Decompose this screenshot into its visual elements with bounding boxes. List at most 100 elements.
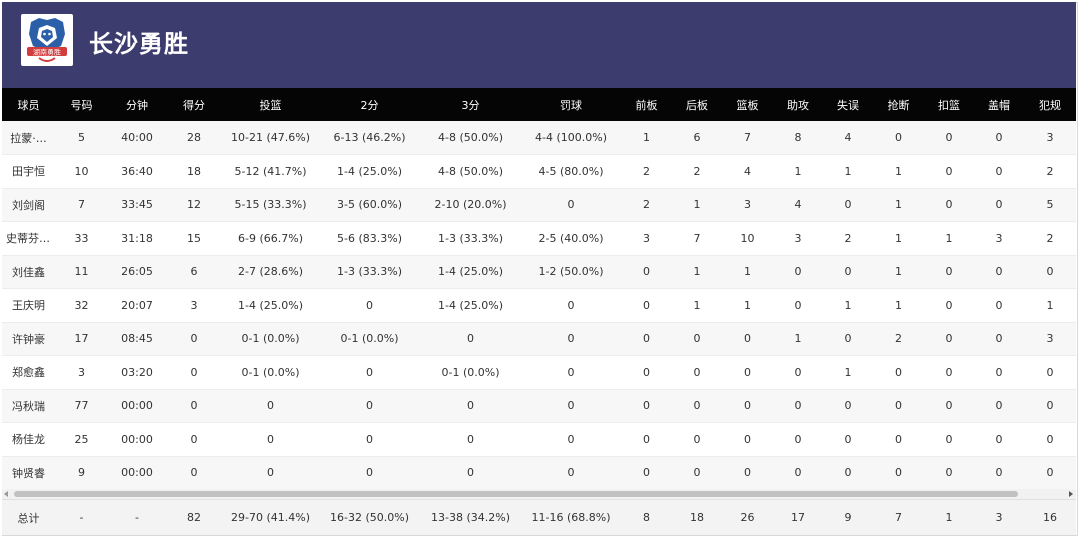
table-row[interactable]: 冯秋瑞 77 00:00 0 0 0 0 0 0 0 0 0 0 0 0 0 0 <box>2 389 1076 423</box>
stat-cell: 4-5 (80.0%) <box>521 154 621 189</box>
table-row[interactable]: 许钟豪 17 08:45 0 0-1 (0.0%) 0-1 (0.0%) 0 0 0 0 0 1 0 2 0… <box>2 322 1076 356</box>
column-header[interactable]: 助攻 <box>773 88 823 121</box>
column-header[interactable]: 后板 <box>672 88 722 121</box>
stat-cell: 0-1 (0.0%) <box>319 322 420 356</box>
table-header-row: 球员 号码 分钟 得分 投篮 2分 3分 罚球 前板 后板 篮板 助攻 失误 抢断 扣篮 盖帽 犯规 <box>2 88 1076 121</box>
stat-cell: 2 <box>621 188 672 222</box>
stat-cell: 0 <box>773 288 823 323</box>
column-header[interactable]: 球员 <box>2 88 55 121</box>
player-name[interactable]: 刘剑阁 <box>2 188 55 222</box>
player-name[interactable]: 王庆明 <box>2 288 55 323</box>
stat-cell: 0 <box>924 389 974 423</box>
totals-label: 总计 <box>2 499 55 535</box>
table-row[interactable]: 刘佳鑫 11 26:05 6 2-7 (28.6%) 1-3 (33.3%) 1-4 (25… <box>2 255 1076 289</box>
column-header[interactable]: 投篮 <box>222 88 319 121</box>
stat-cell: 4 <box>773 188 823 222</box>
table-row[interactable]: 史蒂芬·… 33 31:18 15 6-9 (66.7%) 5-6 (83.3%) 1-3 … <box>2 221 1076 256</box>
player-name[interactable]: 田宇恒 <box>2 154 55 189</box>
column-header[interactable]: 失误 <box>823 88 873 121</box>
scroll-thumb[interactable] <box>14 491 1018 497</box>
stat-cell: 3 <box>166 288 222 323</box>
stat-cell: 6 <box>672 121 722 155</box>
player-name[interactable]: 刘佳鑫 <box>2 255 55 289</box>
stat-cell: 1 <box>621 121 672 155</box>
column-header[interactable]: 盖帽 <box>974 88 1024 121</box>
horizontal-scrollbar[interactable] <box>2 489 1076 499</box>
stat-cell: 0 <box>166 355 222 390</box>
stat-cell: 1 <box>773 154 823 189</box>
column-header[interactable]: 罚球 <box>521 88 621 121</box>
stat-cell: 2 <box>1024 221 1076 256</box>
player-name[interactable]: 冯秋瑞 <box>2 389 55 423</box>
stat-cell: 0 <box>974 322 1024 356</box>
stat-cell: 5-15 (33.3%) <box>222 188 319 222</box>
stat-cell: 0 <box>974 255 1024 289</box>
column-header[interactable]: 前板 <box>621 88 672 121</box>
stat-cell: 2 <box>823 221 873 256</box>
stat-cell: 0 <box>873 389 924 423</box>
stat-cell: 0 <box>672 422 722 457</box>
column-header[interactable]: 2分 <box>319 88 420 121</box>
stat-cell: 0 <box>924 188 974 222</box>
stat-cell: 0 <box>823 322 873 356</box>
stat-cell: 1 <box>722 288 773 323</box>
stat-cell: 36:40 <box>108 154 166 189</box>
scroll-right-arrow-icon[interactable] <box>1069 491 1073 497</box>
stat-cell: 0 <box>621 322 672 356</box>
stat-cell: 2 <box>1024 154 1076 189</box>
player-name[interactable]: 许钟豪 <box>2 322 55 356</box>
table-row[interactable]: 钟贤睿 9 00:00 0 0 0 0 0 0 0 0 0 0 0 0 0 0 <box>2 456 1076 490</box>
stat-cell: 5-6 (83.3%) <box>319 221 420 256</box>
stat-cell: 0 <box>823 422 873 457</box>
player-name[interactable]: 拉蒙·… <box>2 121 55 155</box>
totals-cell: 16-32 (50.0%) <box>319 499 420 535</box>
table-row[interactable]: 王庆明 32 20:07 3 1-4 (25.0%) 0 1-4 (25.0%) 0 0 1 1 0 1… <box>2 288 1076 323</box>
stat-cell: 15 <box>166 221 222 256</box>
column-header[interactable]: 抢断 <box>873 88 924 121</box>
stat-cell: 0 <box>823 456 873 490</box>
scroll-left-arrow-icon[interactable] <box>4 491 8 497</box>
stat-cell: 0 <box>722 422 773 457</box>
stat-cell: 0 <box>924 154 974 189</box>
table-row[interactable]: 刘剑阁 7 33:45 12 5-15 (33.3%) 3-5 (60.0%) 2-10 (… <box>2 188 1076 222</box>
stat-cell: 0 <box>621 288 672 323</box>
stat-cell: 0 <box>420 422 521 457</box>
column-header[interactable]: 号码 <box>55 88 108 121</box>
stat-cell: 20:07 <box>108 288 166 323</box>
player-name[interactable]: 杨佳龙 <box>2 422 55 457</box>
stat-cell: 0 <box>222 422 319 457</box>
stat-cell: 1 <box>823 288 873 323</box>
table-row[interactable]: 田宇恒 10 36:40 18 5-12 (41.7%) 1-4 (25.0%) 4-8 (… <box>2 154 1076 189</box>
column-header[interactable]: 得分 <box>166 88 222 121</box>
stat-cell: 25 <box>55 422 108 457</box>
stat-cell: 10-21 (47.6%) <box>222 121 319 155</box>
stat-cell: 0 <box>823 188 873 222</box>
stat-cell: 1 <box>823 154 873 189</box>
column-header[interactable]: 篮板 <box>722 88 773 121</box>
stat-cell: 0 <box>773 255 823 289</box>
stat-cell: 0 <box>974 288 1024 323</box>
stat-cell: 0 <box>773 422 823 457</box>
stat-cell: 10 <box>722 221 773 256</box>
stat-cell: 1-4 (25.0%) <box>319 154 420 189</box>
stat-cell: 0 <box>773 355 823 390</box>
column-header[interactable]: 分钟 <box>108 88 166 121</box>
column-header[interactable]: 扣篮 <box>924 88 974 121</box>
totals-cell: - <box>55 499 108 535</box>
stat-cell: 0 <box>621 389 672 423</box>
player-name[interactable]: 钟贤睿 <box>2 456 55 490</box>
stat-cell: 0 <box>672 355 722 390</box>
stat-cell: 03:20 <box>108 355 166 390</box>
table-row[interactable]: 拉蒙·… 5 40:00 28 10-21 (47.6%) 6-13 (46.2%) 4-8… <box>2 121 1076 155</box>
player-name[interactable]: 郑愈鑫 <box>2 355 55 390</box>
stat-cell: 3 <box>1024 121 1076 155</box>
stat-cell: 0 <box>873 456 924 490</box>
column-header[interactable]: 3分 <box>420 88 521 121</box>
table-row[interactable]: 郑愈鑫 3 03:20 0 0-1 (0.0%) 0 0-1 (0.0%) 0 0 0 0 0 1 0 0 0… <box>2 355 1076 390</box>
stat-cell: 17 <box>55 322 108 356</box>
table-row[interactable]: 杨佳龙 25 00:00 0 0 0 0 0 0 0 0 0 0 0 0 0 0 <box>2 422 1076 457</box>
player-name[interactable]: 史蒂芬·… <box>2 221 55 256</box>
column-header[interactable]: 犯规 <box>1024 88 1076 121</box>
stat-cell: 0-1 (0.0%) <box>222 355 319 390</box>
stat-cell: 0 <box>319 355 420 390</box>
